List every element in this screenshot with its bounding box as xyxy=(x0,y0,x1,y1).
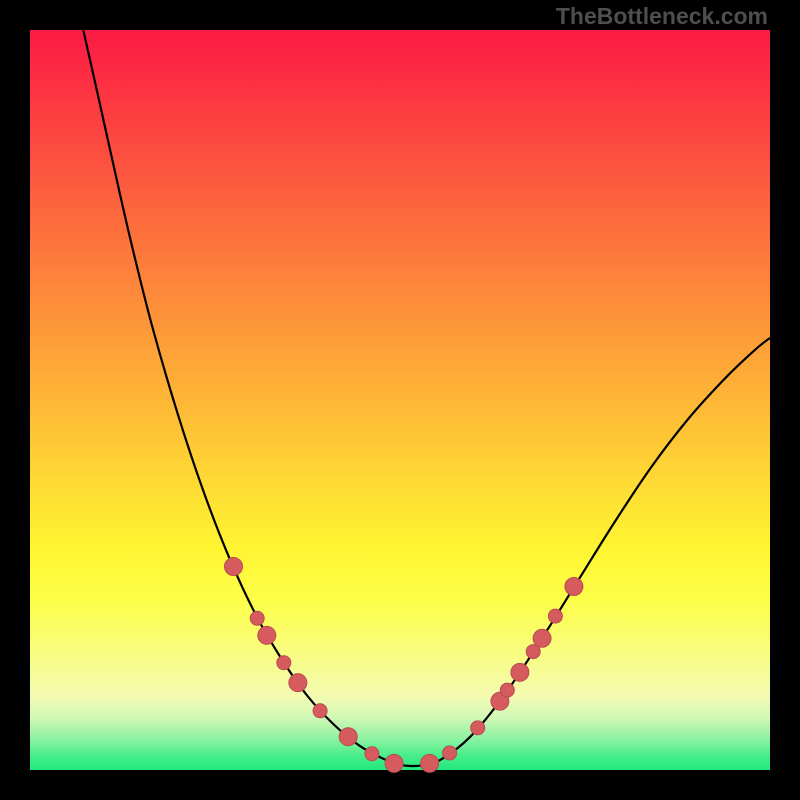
data-marker xyxy=(250,611,264,625)
data-marker xyxy=(289,674,307,692)
data-marker xyxy=(365,747,379,761)
curve-right-branch xyxy=(404,338,770,766)
chart-container: TheBottleneck.com xyxy=(0,0,800,800)
data-marker xyxy=(225,558,243,576)
plot-area xyxy=(30,30,770,770)
data-marker xyxy=(421,754,439,772)
chart-overlay xyxy=(30,30,770,770)
data-marker xyxy=(533,629,551,647)
data-marker xyxy=(471,721,485,735)
data-marker xyxy=(511,663,529,681)
data-marker xyxy=(258,626,276,644)
watermark-text: TheBottleneck.com xyxy=(556,3,768,30)
curve-left-branch xyxy=(83,30,403,766)
data-marker xyxy=(500,683,514,697)
data-marker xyxy=(565,577,583,595)
data-marker xyxy=(385,754,403,772)
data-marker xyxy=(548,609,562,623)
marker-group xyxy=(225,558,583,773)
data-marker xyxy=(313,704,327,718)
data-marker xyxy=(277,656,291,670)
data-marker xyxy=(443,746,457,760)
data-marker xyxy=(339,728,357,746)
